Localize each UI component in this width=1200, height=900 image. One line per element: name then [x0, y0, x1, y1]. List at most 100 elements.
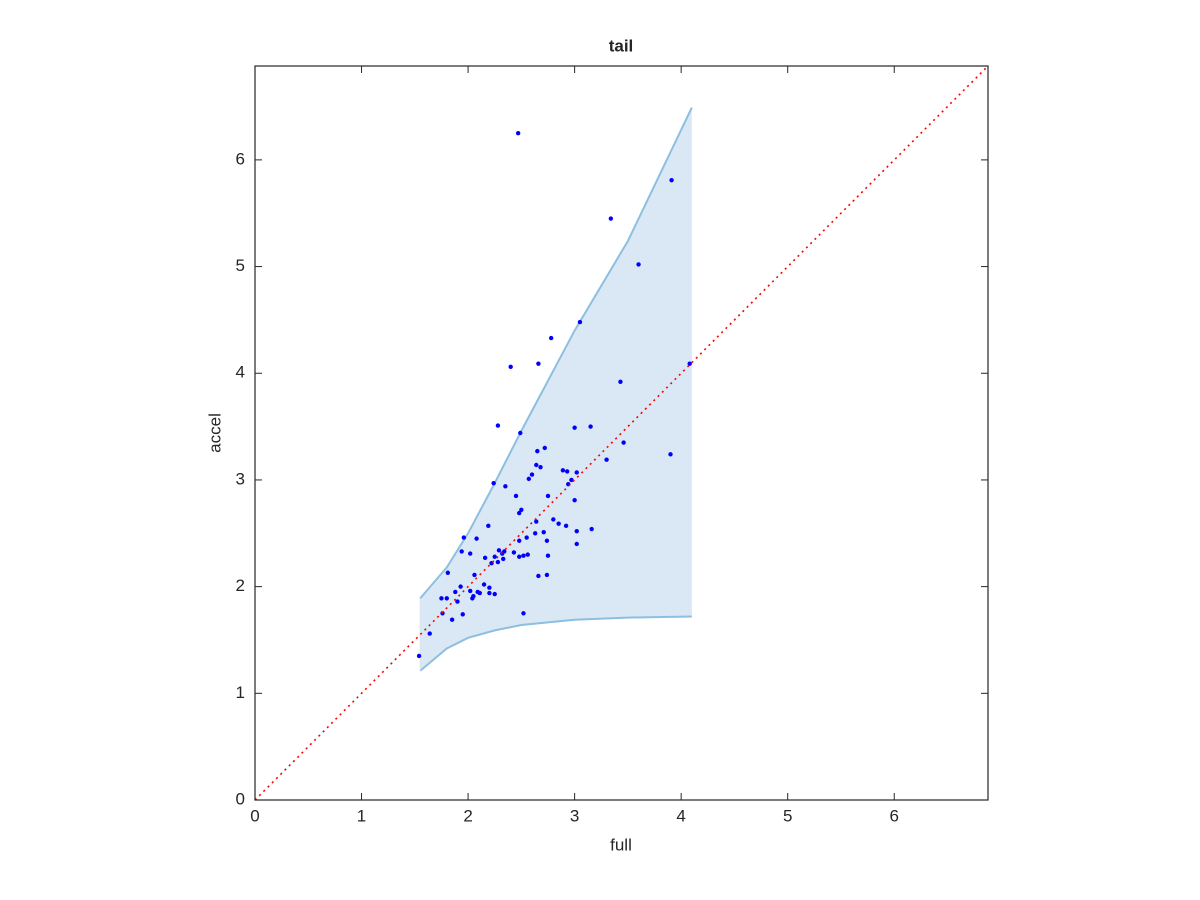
- x-tick-label: 2: [463, 806, 472, 825]
- scatter-point: [669, 177, 674, 183]
- scatter-point: [535, 448, 540, 454]
- scatter-point: [449, 617, 455, 622]
- y-tick-label: 1: [236, 683, 245, 702]
- scatter-point: [548, 335, 554, 341]
- scatter-point: [545, 493, 551, 499]
- scatter-point: [495, 559, 501, 565]
- scatter-point: [445, 570, 451, 575]
- scatter-point: [461, 535, 467, 540]
- band-lower-edge: [419, 615, 692, 672]
- scatter-point: [560, 468, 566, 473]
- scatter-point: [477, 590, 483, 596]
- y-tick-label: 4: [236, 363, 245, 382]
- scatter-point: [492, 554, 497, 559]
- scatter-point: [416, 653, 422, 659]
- scatter-point: [551, 517, 556, 522]
- scatter-point: [556, 521, 561, 526]
- scatter-point: [604, 457, 609, 462]
- scatter-point: [460, 612, 465, 617]
- scatter-point: [518, 430, 523, 436]
- scatter-point: [621, 440, 626, 445]
- scatter-point: [526, 476, 532, 482]
- scatter-point: [525, 552, 530, 557]
- scatter-point: [608, 216, 614, 221]
- scatter-point: [471, 594, 476, 599]
- scatter-point: [486, 523, 491, 529]
- scatter-point: [574, 470, 579, 475]
- scatter-point: [687, 361, 692, 366]
- scatter-point: [444, 596, 449, 601]
- scatter-point: [544, 572, 550, 578]
- scatter-point: [588, 424, 593, 429]
- scatter-point: [529, 472, 535, 477]
- x-tick-label: 6: [890, 806, 899, 825]
- scatter-point: [544, 538, 550, 543]
- chart-title: tail: [609, 36, 634, 55]
- scatter-point: [577, 319, 583, 325]
- scatter-point: [481, 582, 487, 587]
- scatter-point: [453, 589, 458, 595]
- scatter-point: [515, 131, 521, 136]
- x-tick-label: 3: [570, 806, 579, 825]
- x-tick-label: 5: [783, 806, 792, 825]
- scatter-point: [513, 493, 519, 499]
- scatter-point: [536, 361, 541, 366]
- scatter-point: [563, 523, 569, 529]
- plot-area: [255, 66, 988, 800]
- scatter-point: [524, 535, 529, 540]
- y-tick-label: 2: [236, 576, 245, 595]
- scatter-point: [534, 519, 539, 524]
- scatter-point: [589, 526, 594, 532]
- scatter-point: [439, 596, 444, 601]
- y-tick-label: 5: [236, 256, 245, 275]
- scatter-point: [536, 573, 541, 579]
- scatter-point: [668, 452, 673, 457]
- y-tick-label: 0: [236, 789, 245, 808]
- scatter-point: [459, 549, 464, 554]
- scatter-point: [427, 631, 432, 636]
- scatter-point: [491, 480, 496, 486]
- scatter-point: [501, 556, 506, 562]
- scatter-point: [511, 550, 517, 555]
- scatter-point: [572, 425, 577, 430]
- scatter-point: [636, 262, 641, 267]
- scatter-point: [468, 551, 473, 556]
- scatter-point: [517, 510, 522, 516]
- scatter-point: [538, 464, 543, 470]
- scatter-point: [574, 528, 579, 534]
- y-tick-label: 6: [236, 149, 245, 168]
- scatter-point: [495, 423, 501, 428]
- x-tick-label: 4: [676, 806, 685, 825]
- scatter-point: [503, 484, 508, 489]
- scatter-point: [534, 462, 539, 468]
- x-axis-label: full: [610, 835, 632, 854]
- scatter-point: [564, 469, 570, 474]
- scatter-point: [521, 553, 526, 558]
- scatter-point: [517, 538, 522, 543]
- scatter-point: [533, 531, 538, 536]
- scatter-point: [541, 530, 546, 535]
- axes-box: [254, 65, 989, 801]
- scatter-point: [519, 507, 524, 513]
- scatter-point: [492, 591, 497, 597]
- scatter-point: [574, 541, 579, 547]
- scatter-point: [487, 585, 492, 590]
- y-tick-label: 3: [236, 469, 245, 488]
- scatter-point: [468, 588, 473, 594]
- scatter-point: [572, 498, 577, 503]
- scatter-point: [455, 599, 460, 604]
- scatter-point: [474, 536, 479, 541]
- scatter-point: [545, 553, 551, 558]
- scatter-point: [487, 590, 492, 596]
- scatter-point: [472, 572, 477, 578]
- x-tick-label: 0: [250, 806, 259, 825]
- band-upper-edge: [419, 107, 693, 600]
- scatter-point: [618, 379, 623, 384]
- reference-line: [255, 66, 988, 800]
- y-axis-label: accel: [205, 413, 224, 453]
- scatter-point: [517, 554, 522, 559]
- x-tick-label: 1: [357, 806, 366, 825]
- scatter-point: [508, 364, 513, 370]
